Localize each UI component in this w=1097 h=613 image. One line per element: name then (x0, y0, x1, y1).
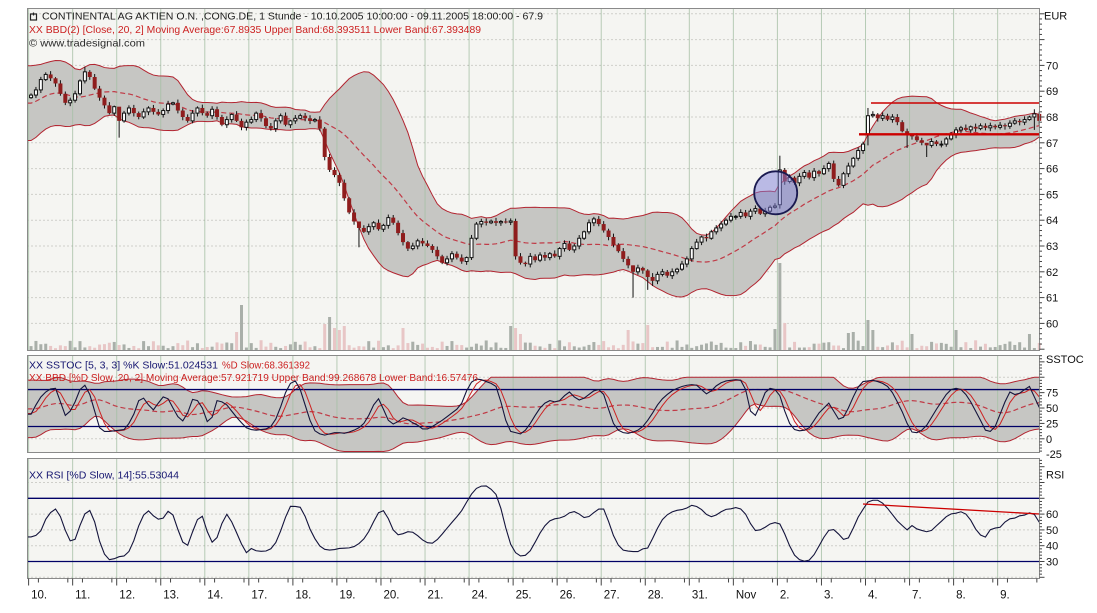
svg-text:67: 67 (1046, 138, 1058, 150)
svg-text:68: 68 (1046, 112, 1058, 124)
svg-text:17.: 17. (251, 590, 267, 602)
svg-text:-25: -25 (1046, 449, 1062, 461)
svg-text:12.: 12. (119, 590, 135, 602)
svg-text:26.: 26. (560, 590, 576, 602)
svg-text:70: 70 (1046, 60, 1058, 72)
svg-text:8.: 8. (956, 590, 966, 602)
svg-text:10.: 10. (31, 590, 47, 602)
svg-text:24.: 24. (472, 590, 488, 602)
svg-text:11.: 11. (75, 590, 90, 602)
svg-text:XX SSTOC [5, 3, 3] %K Slow:51.: XX SSTOC [5, 3, 3] %K Slow:51.024531 (29, 360, 218, 372)
svg-text:9.: 9. (1000, 590, 1010, 602)
svg-text:XX BBD(2) [Close, 20, 2] Movin: XX BBD(2) [Close, 20, 2] Moving Average:… (29, 24, 481, 36)
svg-text:64: 64 (1046, 215, 1058, 227)
svg-text:66: 66 (1046, 164, 1058, 176)
svg-text:21.: 21. (428, 590, 444, 602)
svg-text:7.: 7. (912, 590, 922, 602)
svg-text:18.: 18. (295, 590, 311, 602)
svg-text:63: 63 (1046, 241, 1058, 253)
svg-text:SSTOC: SSTOC (1046, 354, 1084, 366)
svg-text:Nov: Nov (736, 590, 757, 602)
svg-text:65: 65 (1046, 189, 1058, 201)
svg-text:50: 50 (1046, 403, 1058, 415)
svg-text:3.: 3. (824, 590, 834, 602)
svg-text:13.: 13. (163, 590, 179, 602)
svg-text:XX BBD [%D Slow, 20, 2] Moving: XX BBD [%D Slow, 20, 2] Moving Average:5… (29, 372, 478, 384)
svg-text:27.: 27. (604, 590, 620, 602)
svg-text:%D Slow:68.361392: %D Slow:68.361392 (222, 360, 310, 372)
svg-text:60: 60 (1046, 509, 1058, 521)
svg-text:31.: 31. (692, 590, 708, 602)
svg-text:62: 62 (1046, 267, 1058, 279)
svg-text:EUR: EUR (1044, 11, 1067, 23)
svg-text:28.: 28. (648, 590, 664, 602)
svg-text:69: 69 (1046, 86, 1058, 98)
svg-text:50: 50 (1046, 525, 1058, 537)
svg-text:CONTINENTAL AG AKTIEN O.N. ,CO: CONTINENTAL AG AKTIEN O.N. ,CONG.DE, 1 S… (42, 11, 543, 23)
svg-text:2.: 2. (780, 590, 790, 602)
svg-text:© www.tradesignal.com: © www.tradesignal.com (29, 38, 145, 50)
svg-text:0: 0 (1046, 434, 1052, 446)
svg-text:61: 61 (1046, 293, 1058, 305)
svg-text:19.: 19. (339, 590, 355, 602)
svg-text:75: 75 (1046, 388, 1058, 400)
svg-text:14.: 14. (207, 590, 223, 602)
svg-text:20.: 20. (383, 590, 399, 602)
svg-text:60: 60 (1046, 318, 1058, 330)
svg-text:RSI: RSI (1046, 470, 1064, 482)
svg-text:4.: 4. (868, 590, 878, 602)
svg-text:40: 40 (1046, 541, 1058, 553)
svg-text:25: 25 (1046, 418, 1058, 430)
svg-text:25.: 25. (516, 590, 532, 602)
svg-text:XX RSI [%D Slow, 14]:55.53044: XX RSI [%D Slow, 14]:55.53044 (29, 470, 179, 482)
svg-text:30: 30 (1046, 557, 1058, 569)
